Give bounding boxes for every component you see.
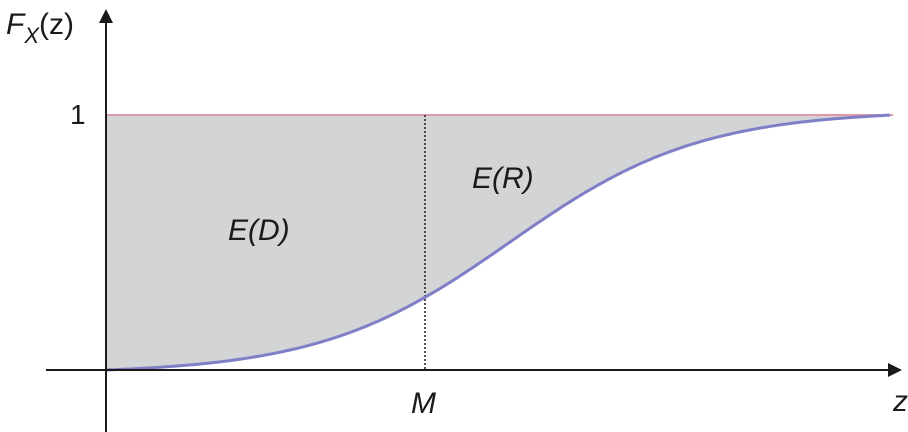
shaded-area: [106, 115, 893, 370]
cdf-curve: [105, 113, 891, 372]
y-tick-one: 1: [70, 99, 86, 130]
y-axis-label: FX(z): [6, 8, 74, 48]
x-marker-label: M: [411, 387, 436, 420]
x-axis-label: z: [892, 385, 908, 418]
region-right-label: E(R): [472, 162, 534, 195]
region-left-label: E(D): [228, 214, 290, 247]
